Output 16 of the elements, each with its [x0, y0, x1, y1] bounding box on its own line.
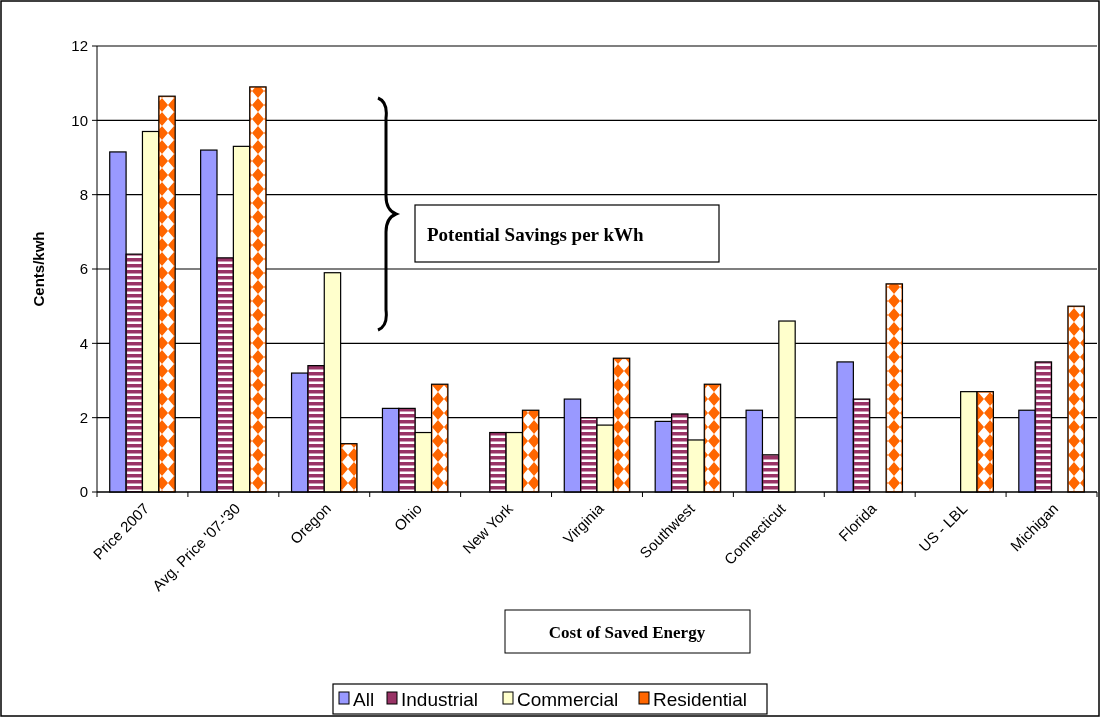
legend-label: Commercial — [517, 688, 619, 710]
legend-label: Industrial — [401, 688, 479, 710]
y-tick-label: 2 — [79, 408, 88, 426]
y-axis-title: Cents/kwh — [30, 231, 47, 307]
y-tick-label: 10 — [71, 111, 88, 129]
y-tick-label: 6 — [79, 260, 88, 278]
y-tick-label: 12 — [71, 37, 88, 55]
y-tick-label: 8 — [79, 185, 88, 203]
legend-label: All — [353, 688, 375, 710]
x-tick-label: Ohio — [390, 499, 426, 535]
x-axis-title: Cost of Saved Energy — [548, 622, 706, 642]
y-tick-label: 4 — [79, 334, 88, 352]
x-tick-label: US - LBL — [915, 499, 971, 555]
legend-label: Residential — [653, 688, 747, 710]
y-tick-label: 0 — [79, 483, 88, 501]
annotation: Potential Savings per kWh — [427, 223, 645, 245]
